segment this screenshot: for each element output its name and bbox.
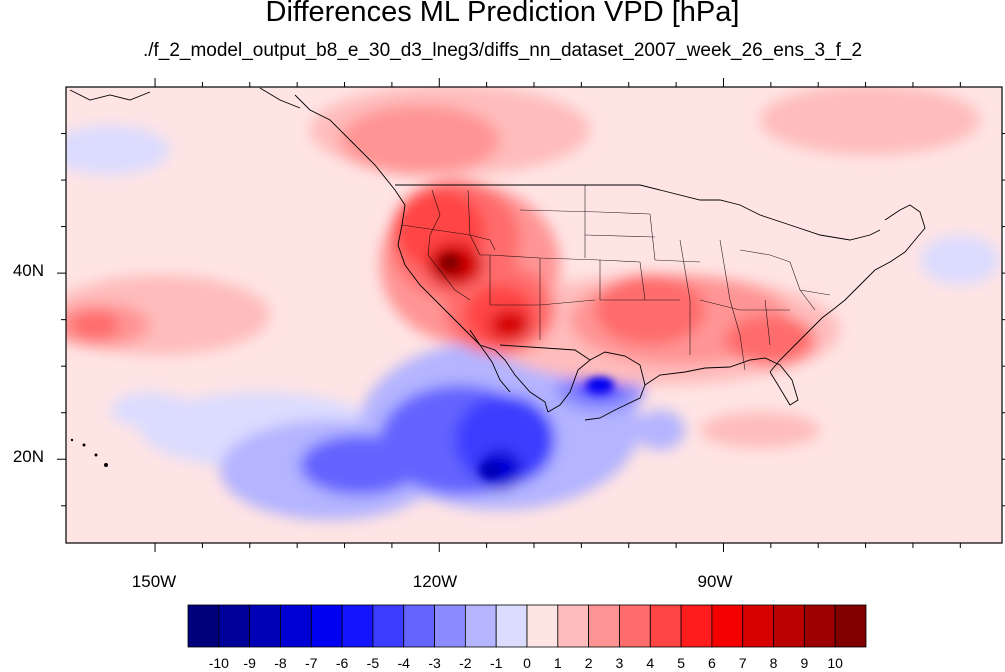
map-field: [66, 87, 1002, 543]
state-borders: [401, 185, 831, 371]
axis-ticks: [57, 78, 1005, 552]
colorbar-swatch: [434, 604, 466, 648]
lat-label-40n: 40N: [13, 261, 44, 280]
colorbar-swatch: [588, 604, 620, 648]
coastlines: [69, 87, 926, 421]
islands: [70, 438, 108, 467]
colorbar-label: -3: [428, 655, 441, 671]
colorbar-label: 6: [708, 655, 716, 671]
colorbar-label: 4: [646, 655, 654, 671]
colorbar-label: 1: [554, 655, 562, 671]
colorbar-swatch: [372, 604, 405, 648]
colorbar-swatch: [403, 604, 435, 648]
colorbar-label: 7: [739, 655, 747, 671]
colorbar-label: -1: [490, 655, 503, 671]
colorbar-swatch: [742, 604, 774, 648]
colorbar-swatch: [773, 604, 805, 648]
colorbar-swatch: [649, 604, 682, 648]
colorbar-label: 3: [616, 655, 624, 671]
lon-label-90w: 90W: [698, 572, 733, 591]
colorbar-label: -4: [398, 655, 411, 671]
colorbar-label: -10: [209, 655, 229, 671]
colorbar-swatch: [310, 604, 343, 648]
colorbar-swatch: [680, 604, 713, 648]
colorbar-swatch: [526, 604, 559, 648]
colorbar-swatch: [464, 604, 497, 648]
colorbar-label: 5: [677, 655, 685, 671]
colorbar-swatch: [341, 604, 374, 648]
colorbar-label: -5: [367, 655, 380, 671]
colorbar-label: 0: [523, 655, 531, 671]
figure-title: Differences ML Prediction VPD [hPa]: [265, 0, 740, 28]
colorbar-swatch: [187, 604, 220, 648]
figure-subtitle: ./f_2_model_output_b8_e_30_d3_lneg3/diff…: [142, 40, 863, 61]
colorbar-label: -2: [459, 655, 472, 671]
colorbar-swatch: [557, 604, 590, 648]
colorbar-label: -9: [243, 655, 256, 671]
colorbar-swatch: [218, 604, 251, 648]
colorbar-label: 10: [827, 655, 843, 671]
colorbar: -10 -9 -8 -7 -6 -5 -4 -3 -2 -1 0 1 2 3 4 5 6 7 8 9 10: [187, 604, 867, 671]
colorbar-swatch: [495, 604, 528, 648]
colorbar-swatch: [619, 604, 651, 648]
colorbar-swatch: [711, 604, 744, 648]
colorbar-swatch: [803, 604, 836, 648]
colorbar-swatch: [834, 604, 867, 648]
colorbar-label: -7: [305, 655, 318, 671]
colorbar-label: 9: [800, 655, 808, 671]
lon-label-150w: 150W: [132, 572, 176, 591]
colorbar-label: 2: [585, 655, 593, 671]
colorbar-label: 8: [770, 655, 778, 671]
colorbar-swatch: [249, 604, 281, 648]
colorbar-swatch: [280, 604, 312, 648]
colorbar-label: -6: [336, 655, 349, 671]
lon-label-120w: 120W: [413, 572, 457, 591]
lat-label-20n: 20N: [13, 447, 44, 466]
colorbar-label: -8: [274, 655, 287, 671]
